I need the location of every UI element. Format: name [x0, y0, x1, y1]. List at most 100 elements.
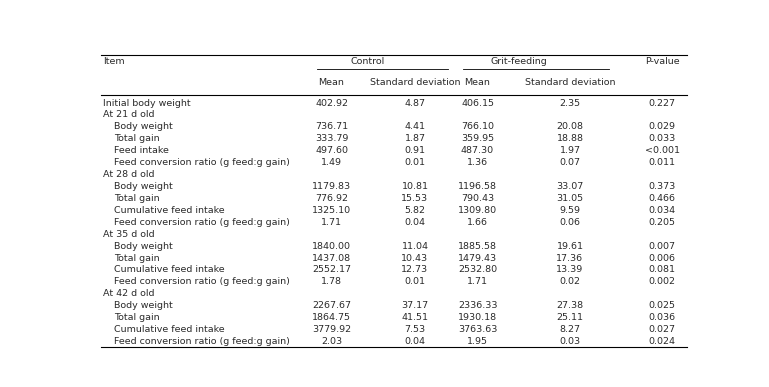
Text: Grit-feeding: Grit-feeding	[491, 57, 548, 66]
Text: 3763.63: 3763.63	[458, 325, 498, 334]
Text: 1930.18: 1930.18	[458, 313, 497, 322]
Text: 1.87: 1.87	[404, 134, 425, 143]
Text: 3779.92: 3779.92	[312, 325, 351, 334]
Text: 1.71: 1.71	[321, 218, 342, 227]
Text: 18.88: 18.88	[557, 134, 584, 143]
Text: 333.79: 333.79	[315, 134, 348, 143]
Text: 10.43: 10.43	[401, 253, 428, 262]
Text: Cumulative feed intake: Cumulative feed intake	[114, 206, 225, 215]
Text: Total gain: Total gain	[114, 313, 160, 322]
Text: Control: Control	[350, 57, 384, 66]
Text: 20.08: 20.08	[557, 122, 584, 132]
Text: 0.007: 0.007	[649, 241, 676, 251]
Text: At 21 d old: At 21 d old	[103, 110, 155, 120]
Text: 1.97: 1.97	[559, 146, 581, 155]
Text: 0.04: 0.04	[404, 218, 425, 227]
Text: Body weight: Body weight	[114, 241, 173, 251]
Text: 0.027: 0.027	[649, 325, 676, 334]
Text: Total gain: Total gain	[114, 194, 160, 203]
Text: 0.036: 0.036	[649, 313, 676, 322]
Text: 1.71: 1.71	[467, 277, 488, 286]
Text: Body weight: Body weight	[114, 122, 173, 132]
Text: Total gain: Total gain	[114, 134, 160, 143]
Text: 19.61: 19.61	[557, 241, 584, 251]
Text: 2.35: 2.35	[559, 99, 581, 108]
Text: 2267.67: 2267.67	[312, 301, 351, 310]
Text: 1437.08: 1437.08	[312, 253, 351, 262]
Text: 12.73: 12.73	[401, 265, 428, 274]
Text: 0.227: 0.227	[649, 99, 676, 108]
Text: 1.36: 1.36	[467, 158, 488, 167]
Text: Body weight: Body weight	[114, 301, 173, 310]
Text: Standard deviation: Standard deviation	[524, 78, 615, 87]
Text: Mean: Mean	[464, 78, 491, 87]
Text: 1.95: 1.95	[467, 337, 488, 346]
Text: Body weight: Body weight	[114, 182, 173, 191]
Text: 1.78: 1.78	[321, 277, 342, 286]
Text: 0.011: 0.011	[649, 158, 676, 167]
Text: 0.01: 0.01	[404, 158, 425, 167]
Text: 0.006: 0.006	[649, 253, 676, 262]
Text: 9.59: 9.59	[559, 206, 581, 215]
Text: 0.029: 0.029	[649, 122, 676, 132]
Text: 4.41: 4.41	[404, 122, 425, 132]
Text: 0.07: 0.07	[559, 158, 581, 167]
Text: Feed conversion ratio (g feed:g gain): Feed conversion ratio (g feed:g gain)	[114, 158, 290, 167]
Text: 0.02: 0.02	[559, 277, 581, 286]
Text: 1309.80: 1309.80	[458, 206, 497, 215]
Text: 8.27: 8.27	[559, 325, 581, 334]
Text: 402.92: 402.92	[315, 99, 348, 108]
Text: Feed conversion ratio (g feed:g gain): Feed conversion ratio (g feed:g gain)	[114, 218, 290, 227]
Text: 4.87: 4.87	[404, 99, 425, 108]
Text: 736.71: 736.71	[315, 122, 348, 132]
Text: Feed conversion ratio (g feed:g gain): Feed conversion ratio (g feed:g gain)	[114, 277, 290, 286]
Text: 0.205: 0.205	[649, 218, 676, 227]
Text: 359.95: 359.95	[461, 134, 494, 143]
Text: 0.373: 0.373	[649, 182, 676, 191]
Text: 0.025: 0.025	[649, 301, 676, 310]
Text: 0.466: 0.466	[649, 194, 676, 203]
Text: 0.03: 0.03	[559, 337, 581, 346]
Text: Initial body weight: Initial body weight	[103, 99, 191, 108]
Text: 1840.00: 1840.00	[312, 241, 351, 251]
Text: At 35 d old: At 35 d old	[103, 229, 155, 239]
Text: At 28 d old: At 28 d old	[103, 170, 155, 179]
Text: 41.51: 41.51	[401, 313, 428, 322]
Text: 0.033: 0.033	[649, 134, 676, 143]
Text: At 42 d old: At 42 d old	[103, 289, 155, 298]
Text: <0.001: <0.001	[644, 146, 680, 155]
Text: 17.36: 17.36	[556, 253, 584, 262]
Text: 37.17: 37.17	[401, 301, 428, 310]
Text: 2532.80: 2532.80	[458, 265, 497, 274]
Text: 15.53: 15.53	[401, 194, 428, 203]
Text: 0.081: 0.081	[649, 265, 676, 274]
Text: Cumulative feed intake: Cumulative feed intake	[114, 265, 225, 274]
Text: 2336.33: 2336.33	[458, 301, 498, 310]
Text: 487.30: 487.30	[461, 146, 494, 155]
Text: 406.15: 406.15	[461, 99, 494, 108]
Text: 1885.58: 1885.58	[458, 241, 497, 251]
Text: 10.81: 10.81	[401, 182, 428, 191]
Text: 25.11: 25.11	[557, 313, 584, 322]
Text: 1479.43: 1479.43	[458, 253, 497, 262]
Text: 1196.58: 1196.58	[458, 182, 497, 191]
Text: 1325.10: 1325.10	[312, 206, 351, 215]
Text: 11.04: 11.04	[401, 241, 428, 251]
Text: Total gain: Total gain	[114, 253, 160, 262]
Text: Mean: Mean	[318, 78, 345, 87]
Text: 27.38: 27.38	[556, 301, 584, 310]
Text: Feed conversion ratio (g feed:g gain): Feed conversion ratio (g feed:g gain)	[114, 337, 290, 346]
Text: 2.03: 2.03	[321, 337, 342, 346]
Text: Cumulative feed intake: Cumulative feed intake	[114, 325, 225, 334]
Text: 1.66: 1.66	[467, 218, 488, 227]
Text: 2552.17: 2552.17	[312, 265, 351, 274]
Text: 1.49: 1.49	[321, 158, 342, 167]
Text: 497.60: 497.60	[315, 146, 348, 155]
Text: 766.10: 766.10	[461, 122, 494, 132]
Text: Item: Item	[103, 57, 125, 66]
Text: Feed intake: Feed intake	[114, 146, 169, 155]
Text: 0.024: 0.024	[649, 337, 676, 346]
Text: 790.43: 790.43	[461, 194, 494, 203]
Text: 1864.75: 1864.75	[312, 313, 351, 322]
Text: 776.92: 776.92	[315, 194, 348, 203]
